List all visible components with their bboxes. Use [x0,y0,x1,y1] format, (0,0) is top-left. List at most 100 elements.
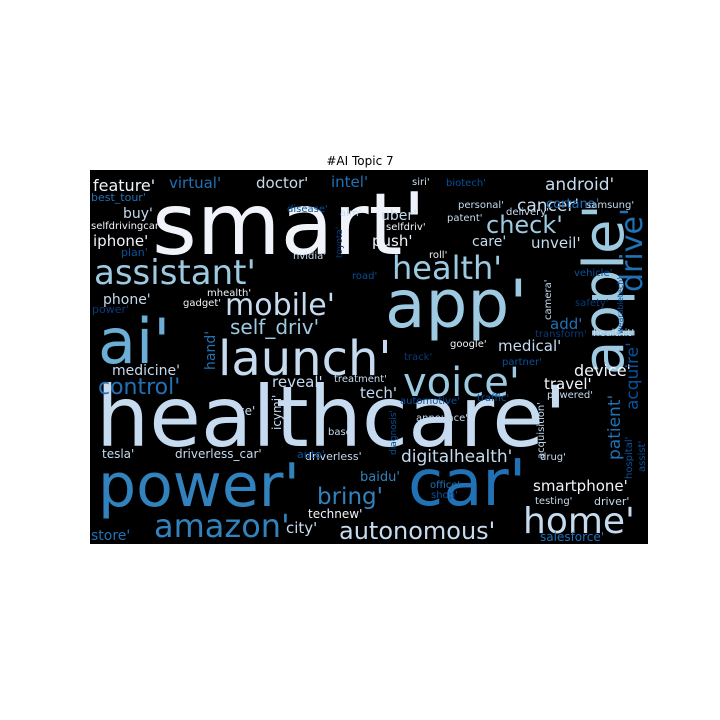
word-feature: feature' [93,176,155,195]
word-patent: patent' [447,213,483,224]
word-reveal: reveal' [272,373,323,391]
word-vehicle: vehicle' [574,268,612,279]
word-self-driv: self_driv' [230,315,319,339]
word-siri: siri' [412,177,430,188]
word-diagnosis: diagnosis' [389,410,399,455]
word-home: home' [523,501,635,542]
word-driverless-car: driverless_car' [175,447,262,461]
word-camera: camera' [543,279,554,320]
word-app: app' [385,266,527,343]
word-doctor: doctor' [256,174,308,192]
word-voice: voice' [403,360,520,406]
word-patient: patient' [605,395,625,460]
word-healthcare: healthcare' [96,368,567,466]
word-aim: aim' [340,208,361,219]
word-smart: smart' [152,175,426,275]
word-car: car' [408,447,526,521]
word-automotive: automotive' [400,396,460,407]
word-mobile: mobile' [225,288,335,323]
word-add: add' [550,315,582,333]
word-base: base' [328,427,355,438]
word-treatment: treatment' [334,374,387,385]
word-assistant: assistant' [94,253,256,293]
word-virtual: virtual' [169,174,221,192]
word-power: power' [92,303,129,316]
word-power: power' [98,451,300,521]
word-salesforce: salesforce' [540,530,604,544]
word-biotech: biotech' [446,178,486,189]
word-wearabletech: wearabletech' [616,277,625,334]
word-plan: plan' [121,246,148,259]
word-tech: tech' [360,384,397,402]
word-intel: intel' [331,173,368,191]
word-gadget: gadget' [183,298,221,309]
word-apple: apple' [572,204,637,375]
word-cancer: cancer' [517,196,579,216]
word-auto: auto' [297,448,325,461]
word-assist: assist' [637,441,648,472]
word-nvidia: nvidia' [293,251,326,262]
word-drive: drive' [615,208,648,292]
word-cloud: smart' healthcare' app' power' car' ai' launch… [90,170,648,544]
word-office: office' [430,480,460,491]
word-toyota: toyota' [335,227,345,258]
word-medicine: medicine' [112,363,180,379]
word-ai: ai' [98,305,170,378]
word-check: check' [486,211,563,239]
word-push: push' [372,232,412,250]
word-road: road' [352,271,377,282]
word-roll: roll' [429,250,447,261]
word-baidu: baidu' [360,470,400,485]
word-health: health' [392,249,502,287]
word-autonomous: autonomous' [339,517,495,544]
word-track: track' [404,352,432,363]
word-best-tour: best_tour' [91,191,146,204]
word-acquire: acquire' [623,342,643,410]
word-store: store' [91,528,130,544]
word-shop: shop' [431,490,458,501]
word-cloud-canvas: smart' healthcare' app' power' car' ai' launch… [91,173,648,544]
word-selfdrivingcar: selfdrivingcar' [91,221,162,232]
word-android: android' [545,175,614,195]
word-unveil: unveil' [531,234,581,252]
word-disease: disease' [287,204,328,215]
word-delivery: delivery' [506,207,549,218]
word-ce: ce' [238,404,255,418]
word-tesla: tesla' [102,447,134,461]
word-traffic: traffic' [477,393,509,404]
word-personal: personal' [458,200,504,211]
word-selfdriv: selfdriv' [386,222,426,233]
word-drug: drug' [540,452,566,463]
word-care: care' [472,234,506,250]
word-announce: announce' [416,413,468,424]
word-smartphone: smartphone' [533,477,628,495]
word-samsung: samsung' [586,200,634,211]
word-mhealth: mhealth' [207,288,251,299]
word-device: device' [574,361,631,380]
word-travel: travel' [544,375,592,393]
word-buy: buy' [123,206,153,222]
word-testing: testing' [535,496,572,507]
word-amazon: amazon' [154,507,290,544]
word-transform: transform' [535,329,587,340]
word-medical: medical' [498,337,561,355]
word-iphone: iphone' [93,232,148,250]
word-bring: bring' [317,484,383,510]
word-powered: powered' [547,390,593,401]
word-cortana: cortana' [546,197,599,212]
word-uber: uber' [381,208,417,224]
word-safety: safety' [575,298,609,309]
word-acquisition: acquisition' [536,402,547,459]
word-healthit: healthit' [593,328,634,339]
chart-title: #AI Topic 7 [326,154,394,168]
word-phone: phone' [103,292,151,308]
word-digitalhealth: digitalhealth' [401,447,512,467]
word-launch: launch' [218,331,392,387]
word-hand: hand' [203,331,219,370]
word-google: google' [450,339,487,350]
word-control: control' [98,375,180,400]
word-partner: partner' [502,357,542,368]
word-technew: technew' [308,507,362,521]
word-icymi: icymi' [270,395,284,430]
word-driverless: driverless' [305,450,362,463]
